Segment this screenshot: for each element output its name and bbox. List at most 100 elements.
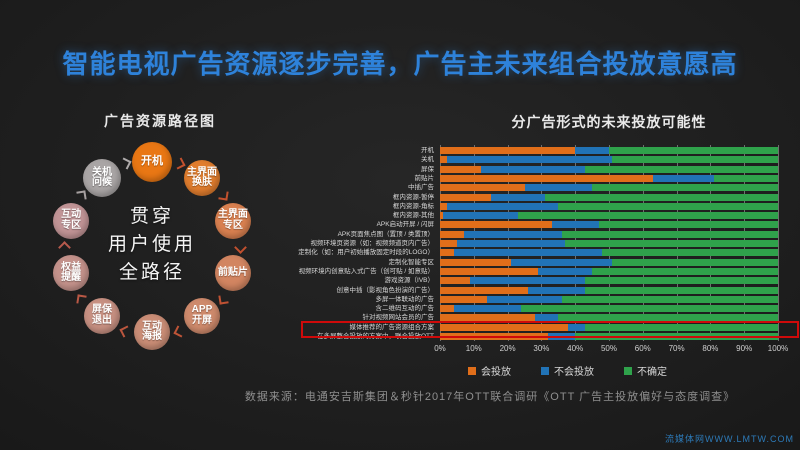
bar-row (440, 277, 778, 285)
category-label: 前贴片 (414, 174, 435, 182)
bar-row (440, 305, 778, 313)
bar-segment-unsure (612, 258, 778, 266)
category-label: 创意中插（影视角色扮演的广告） (336, 286, 435, 294)
gridline (778, 145, 779, 341)
bar-segment-invest (440, 249, 454, 257)
x-tick-label: 70% (668, 344, 685, 353)
bar-segment-unsure (612, 156, 778, 164)
legend-swatch-icon (541, 366, 549, 375)
bar-segment-unsure (521, 305, 778, 313)
x-tick-label: 90% (736, 344, 753, 353)
bar-segment-no-invest (652, 174, 714, 182)
slide-title: 智能电视广告资源逐步完善，广告主未来组合投放意愿高 (62, 49, 738, 79)
bar-segment-no-invest (524, 184, 593, 192)
x-tick-label: 100% (767, 344, 789, 353)
bar-segment-no-invest (446, 156, 613, 164)
bar-segment-invest (440, 165, 481, 173)
flow-arrow-icon (173, 157, 186, 170)
bar-segment-no-invest (470, 277, 586, 285)
category-label: 媒体推荐的广告资源组合方案 (349, 323, 435, 331)
category-label: 关机 (421, 156, 434, 164)
bar-row (440, 147, 778, 154)
bar-segment-no-invest (456, 240, 566, 247)
path-node-hudong-haibao: 互动 海报 (134, 314, 170, 350)
flow-arrow-icon (58, 241, 71, 254)
category-label: 定制化智能专区 (388, 258, 435, 266)
bar-segment-invest (440, 202, 447, 210)
bar-segment-invest (440, 323, 569, 331)
flow-arrow-icon (119, 157, 132, 170)
bar-segment-invest (440, 193, 491, 201)
bar-segment-invest (440, 314, 535, 322)
bar-row (440, 314, 778, 322)
bar-segment-invest (440, 258, 511, 266)
bar-segment-no-invest (568, 323, 586, 331)
legend-label: 不确定 (637, 367, 667, 378)
flow-arrow-icon (76, 190, 87, 201)
path-node-label: 权益 提醒 (61, 261, 82, 284)
bar-segment-invest (440, 221, 552, 229)
center-line-1: 贯穿 (129, 206, 174, 227)
center-line-2: 用户使用 (107, 234, 196, 255)
path-node-label: APP 开屏 (191, 304, 213, 326)
data-source-note: 数据来源：电通安吉斯集团＆秒针2017年OTT联合调研《OTT 广告主投放偏好与… (244, 391, 736, 403)
bar-row (440, 267, 778, 275)
category-label: 中插广告 (408, 184, 434, 192)
bar-segment-invest (440, 184, 525, 192)
x-tick-label: 40% (567, 344, 584, 353)
bar-row (440, 156, 778, 164)
bar-row (440, 174, 778, 182)
bar-segment-invest (440, 212, 444, 220)
bar-segment-invest (440, 230, 464, 238)
bar-segment-unsure (608, 147, 778, 154)
bar-segment-invest (440, 174, 653, 182)
bar-segment-unsure (585, 286, 778, 294)
chart-legend: 会投放 不会投放 不确定 (468, 363, 667, 378)
x-tick-label: 10% (465, 344, 482, 353)
x-tick-label: 20% (499, 344, 516, 353)
legend-item: 会投放 (468, 363, 511, 378)
path-node-hudong-zhuanqu: 互动 专区 (53, 202, 90, 239)
bar-segment-unsure (561, 230, 778, 238)
path-node-zhujiemian-huanfu: 主界面 换肤 (183, 160, 220, 197)
bar-row (440, 184, 778, 192)
bar-segment-invest (440, 156, 447, 164)
path-node-qiantiepian: 前贴片 (214, 255, 251, 292)
bar-segment-no-invest (453, 305, 522, 313)
legend-item: 不会投放 (541, 363, 594, 378)
bar-row (440, 193, 778, 201)
bar-segment-unsure (713, 174, 778, 182)
path-node-guanji-wenhou: 关机 问候 (83, 159, 122, 198)
legend-swatch-icon (468, 366, 476, 375)
flow-arrow-icon (76, 294, 87, 305)
bar-row (440, 212, 778, 220)
bar-segment-unsure (544, 193, 778, 201)
category-label: 开机 (421, 147, 434, 154)
category-label: APK页面焦点图（置顶 / 类置顶） (337, 230, 434, 238)
path-node-kaiji: 开机 (132, 142, 172, 182)
bar-row (440, 221, 778, 229)
bar-segment-no-invest (443, 212, 518, 220)
chart-title: 分广告形式的未来投放可能性 (511, 114, 707, 130)
bar-segment-no-invest (575, 147, 609, 154)
diagram-title: 广告资源路径图 (104, 113, 216, 129)
flow-arrow-icon (234, 241, 247, 254)
bar-segment-invest (440, 305, 454, 313)
category-label: 框内资源-其他 (392, 212, 434, 220)
path-node-zhujiemian-zhuanqu: 主界面 专区 (214, 202, 251, 239)
bar-segment-unsure (561, 295, 778, 303)
x-tick-label: 60% (634, 344, 651, 353)
bar-segment-invest (440, 240, 457, 247)
bar-segment-invest (440, 267, 539, 275)
bar-row (440, 286, 778, 294)
legend-label: 会投放 (481, 367, 511, 378)
legend-item: 不确定 (624, 363, 667, 378)
bar-segment-no-invest (446, 202, 559, 210)
bar-segment-unsure (585, 277, 778, 285)
path-node-label: 开机 (141, 155, 163, 168)
bar-segment-invest (440, 295, 488, 303)
category-label: 游戏资源（IVB） (384, 277, 434, 285)
bar-row (440, 323, 778, 331)
bar-segment-no-invest (480, 165, 586, 173)
